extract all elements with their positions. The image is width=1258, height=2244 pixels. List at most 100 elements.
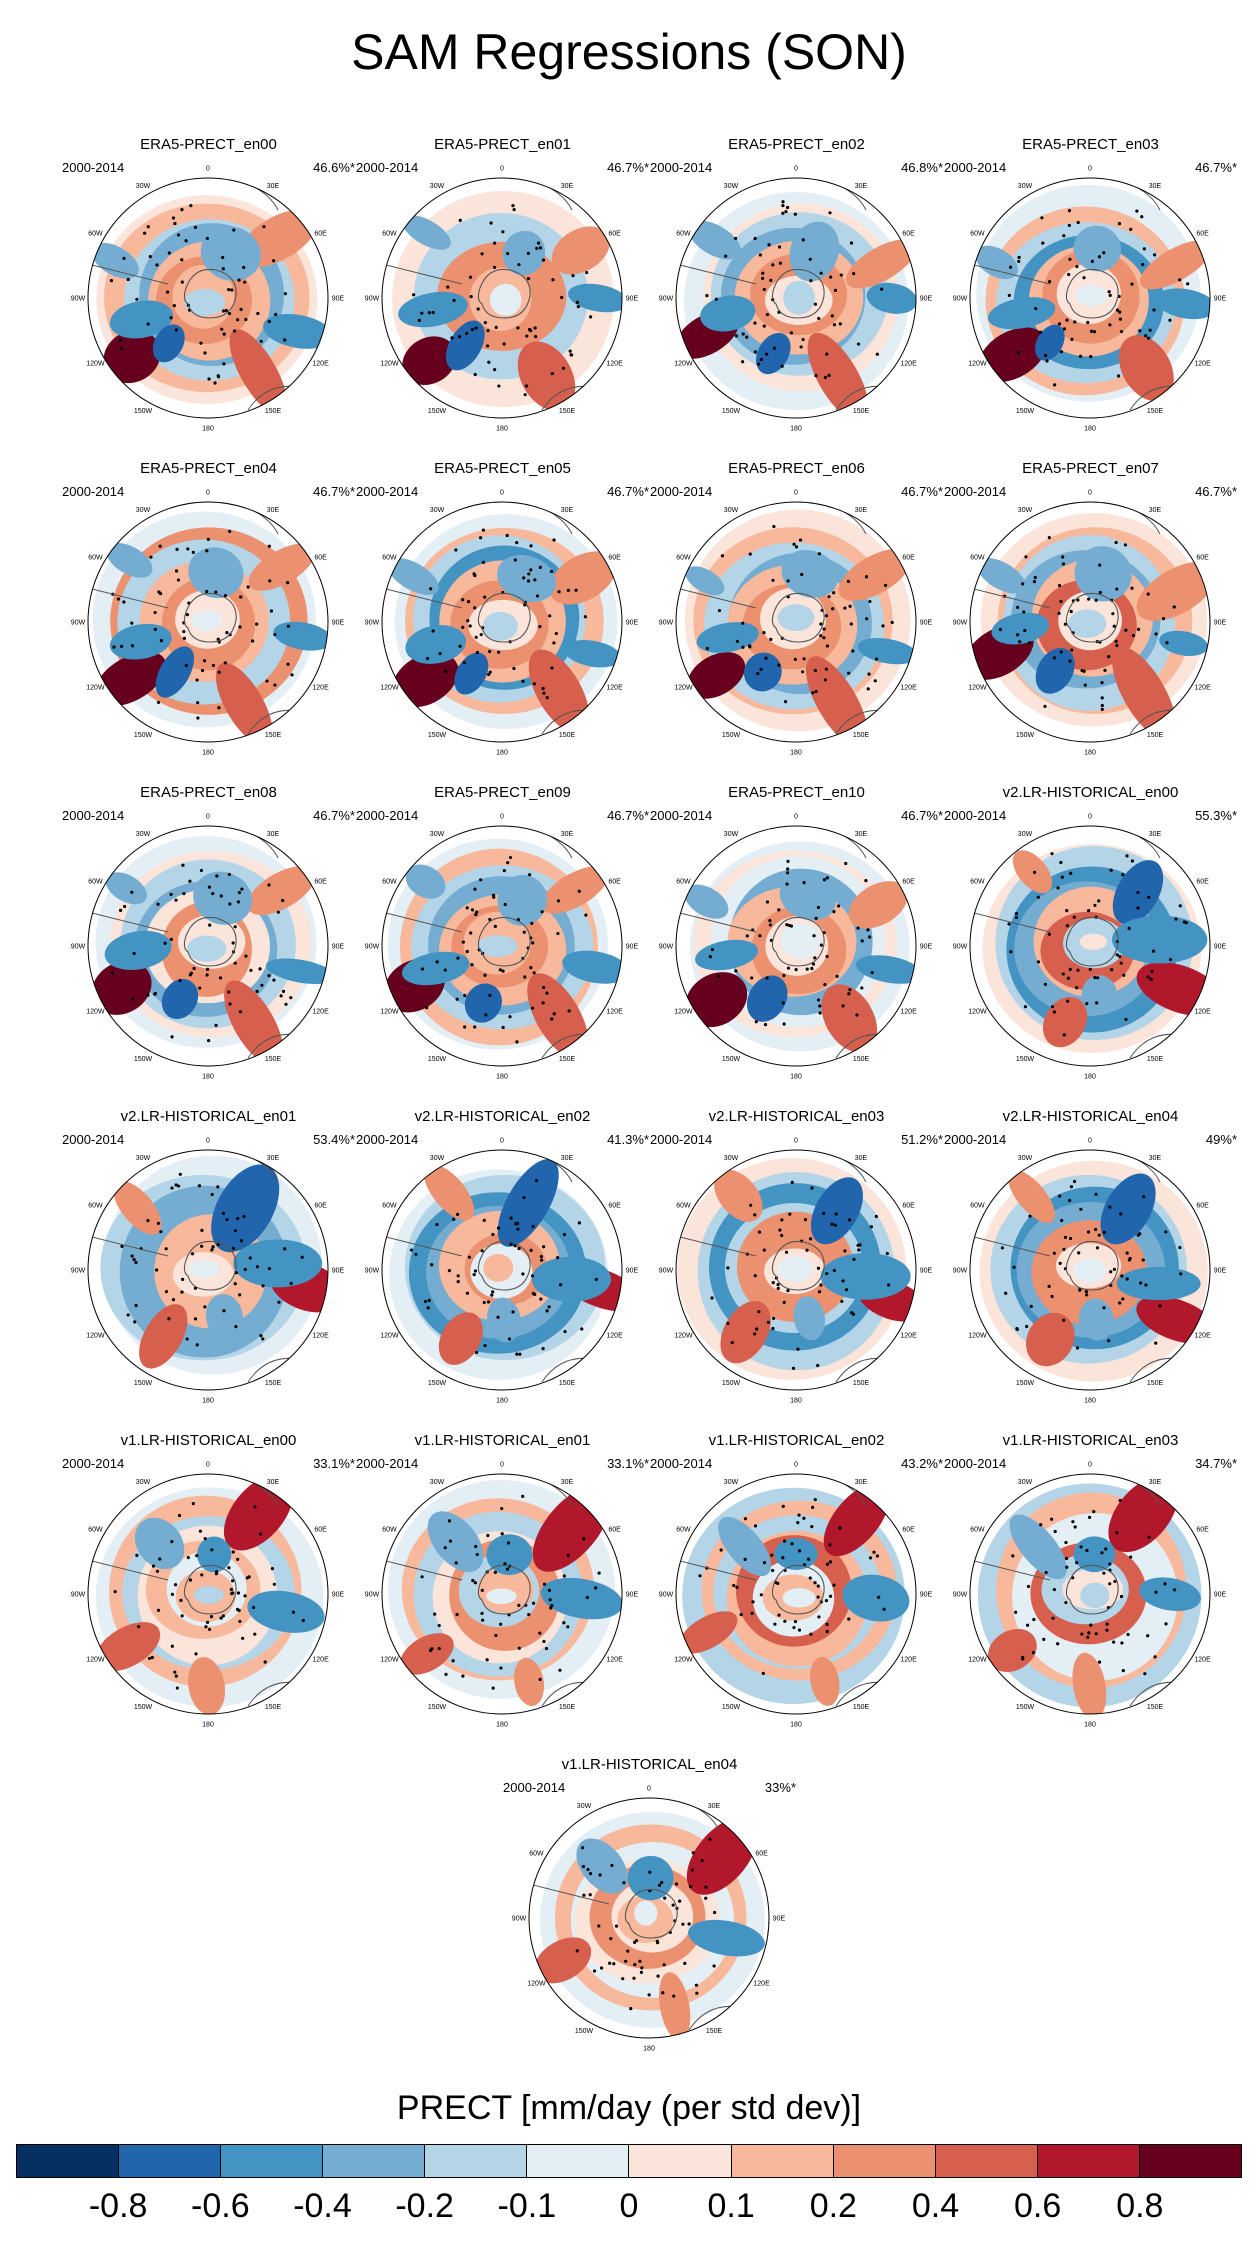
significance-dot (143, 231, 147, 235)
longitude-label: 60E (314, 231, 327, 238)
significance-dot (207, 1627, 212, 1632)
significance-dot (813, 1498, 817, 1502)
significance-dot (195, 1343, 199, 1347)
significance-dot (802, 880, 806, 885)
significance-dot (1047, 536, 1051, 540)
panel-period: 2000-2014 (62, 808, 125, 823)
longitude-label: 30E (267, 1155, 280, 1162)
significance-dot (756, 362, 761, 366)
longitude-label: 60W (382, 1203, 397, 1210)
panel-title: v2.LR-HISTORICAL_en01 (120, 1108, 297, 1125)
significance-dot (230, 1579, 235, 1583)
significance-dot (542, 1582, 547, 1586)
field-anomaly (696, 622, 759, 653)
significance-dot (116, 597, 121, 601)
significance-dot (1015, 605, 1020, 609)
field-anomaly (687, 652, 746, 699)
significance-dot (513, 558, 517, 562)
colorbar-box (833, 2145, 936, 2177)
longitude-label: 60W (970, 1527, 985, 1534)
south-america-coastline (676, 1235, 757, 1257)
significance-dot (639, 1970, 644, 1974)
significance-dot (560, 295, 564, 300)
field-anomaly (534, 1937, 592, 1984)
regression-field (88, 503, 328, 742)
significance-dot (158, 544, 162, 548)
significance-dot (773, 1622, 777, 1626)
significance-dot (468, 624, 472, 628)
significance-dot (1119, 961, 1123, 965)
significance-dot (1116, 374, 1121, 378)
significance-dot (814, 916, 818, 920)
significance-dot (1125, 1277, 1129, 1281)
significance-dot (1147, 1535, 1151, 1539)
significance-dot (789, 331, 793, 335)
significance-dot (180, 258, 184, 262)
antarctica-coastline (183, 1240, 237, 1291)
field-anomaly (497, 874, 548, 926)
significance-dot (814, 689, 818, 694)
panel-title: ERA5-PRECT_en10 (728, 784, 865, 801)
colorbar-box (731, 2145, 834, 2177)
significance-dot (458, 335, 462, 339)
map-boundary (381, 177, 623, 419)
significance-dot (542, 691, 546, 695)
significance-dot (169, 316, 173, 320)
significance-dot (466, 619, 470, 623)
significance-dot (802, 1516, 806, 1520)
significance-dot (1121, 873, 1125, 877)
significance-dot (1093, 976, 1097, 980)
significance-dot (238, 1010, 243, 1014)
significance-dot (688, 1884, 693, 1889)
field-band (184, 288, 226, 316)
significance-dot (146, 322, 150, 326)
significance-dot (535, 594, 540, 598)
field-anomaly (139, 1304, 188, 1369)
significance-dot (1138, 1232, 1142, 1236)
field-band (1080, 1582, 1110, 1609)
field-anomaly (1012, 850, 1053, 894)
significance-dot (838, 322, 842, 326)
longitude-label: 60W (676, 231, 691, 238)
longitude-label: 120W (674, 1333, 693, 1340)
longitude-label: 30E (561, 831, 574, 838)
significance-dot (218, 976, 223, 980)
significance-dot (503, 1562, 507, 1566)
longitude-label: 0 (206, 490, 210, 497)
significance-dot (1147, 895, 1151, 899)
significance-dot (1032, 579, 1037, 584)
panel-variance-pct: 46.7%* (607, 808, 649, 823)
significance-dot (488, 649, 492, 654)
significance-dot (207, 885, 212, 889)
field-anomaly (781, 549, 839, 598)
significance-dot (227, 311, 232, 316)
significance-dot (284, 1002, 288, 1006)
significance-dot (170, 1644, 174, 1648)
significance-dot (1036, 895, 1040, 899)
significance-dot (135, 297, 139, 301)
significance-dot (710, 1296, 714, 1300)
regression-field (88, 827, 328, 1066)
significance-dot (882, 1607, 886, 1611)
regression-field (676, 827, 916, 1063)
significance-dot (429, 587, 433, 591)
significance-dot (827, 595, 831, 599)
significance-dot (771, 578, 775, 582)
significance-dot (1015, 1327, 1019, 1331)
significance-dot (761, 276, 765, 280)
significance-dot (768, 919, 772, 923)
longitude-label: 150W (575, 2028, 594, 2035)
field-anomaly (1100, 1173, 1156, 1245)
significance-dot (835, 974, 839, 979)
significance-dot (797, 1513, 801, 1517)
field-anomaly (263, 313, 328, 349)
significance-dot (119, 644, 124, 648)
antarctica-coastline (1065, 916, 1119, 967)
significance-dot (764, 352, 769, 356)
significance-dot (1087, 1631, 1091, 1635)
significance-dot (1017, 255, 1021, 260)
significance-dot (193, 225, 198, 229)
significance-dot (188, 1578, 193, 1582)
significance-dot (792, 1625, 796, 1630)
field-anomaly (405, 864, 446, 899)
